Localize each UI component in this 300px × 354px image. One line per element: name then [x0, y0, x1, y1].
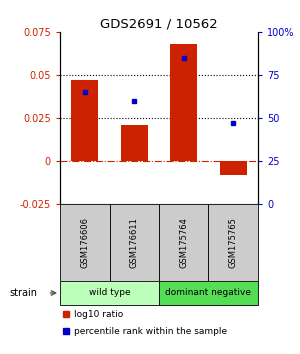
Text: strain: strain: [10, 288, 38, 298]
Text: log10 ratio: log10 ratio: [74, 309, 123, 319]
Title: GDS2691 / 10562: GDS2691 / 10562: [100, 18, 218, 31]
Text: GSM176611: GSM176611: [130, 217, 139, 268]
Text: GSM176606: GSM176606: [80, 217, 89, 268]
Text: GSM175765: GSM175765: [229, 217, 238, 268]
Bar: [60, 204, 110, 280]
Bar: [71, 80, 98, 161]
Bar: [220, 161, 247, 175]
Bar: [159, 204, 208, 280]
Text: GSM175764: GSM175764: [179, 217, 188, 268]
Bar: [159, 280, 258, 306]
Text: dominant negative: dominant negative: [166, 289, 251, 297]
Text: wild type: wild type: [89, 289, 130, 297]
Bar: [121, 125, 148, 161]
Bar: [110, 204, 159, 280]
Bar: [170, 44, 197, 161]
Bar: [60, 280, 159, 306]
Text: percentile rank within the sample: percentile rank within the sample: [74, 327, 227, 336]
Bar: [208, 204, 258, 280]
